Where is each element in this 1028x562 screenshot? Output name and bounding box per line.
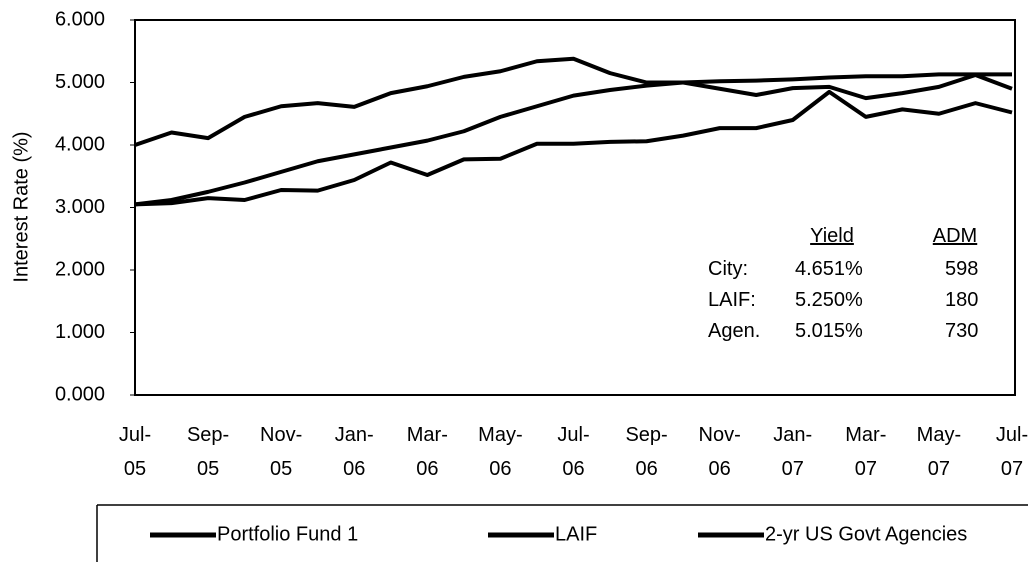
series-line	[134, 89, 1013, 207]
x-tick-label: Nov- 05	[260, 424, 303, 480]
y-tick-label: 4.000	[55, 133, 105, 155]
series-line	[134, 72, 1012, 207]
x-tick-label: Jul- 05	[118, 424, 152, 480]
table-cell: 5.250%	[795, 289, 863, 311]
table-cell: Agen.	[708, 320, 761, 342]
table-header: ADM	[932, 225, 978, 247]
table-cell: 180	[945, 289, 979, 311]
table-cell: 598	[945, 258, 979, 280]
x-tick-label: Mar- 06	[406, 424, 448, 480]
x-tick-label: Jan- 07	[773, 424, 813, 480]
x-tick-label: May- 07	[916, 424, 962, 480]
x-tick-label: Mar- 07	[845, 424, 887, 480]
y-tick-label: 1.000	[55, 321, 105, 343]
table-header: Yield	[810, 225, 854, 247]
table-cell: 730	[945, 320, 979, 342]
y-tick-label: 6.000	[55, 8, 105, 30]
x-tick-label: Jan- 06	[334, 424, 374, 480]
table-cell: 4.651%	[795, 258, 863, 280]
x-tick-label: Nov- 06	[698, 424, 741, 480]
table-cell: City:	[708, 258, 748, 280]
x-tick-label: May- 06	[478, 424, 523, 480]
legend-label: LAIF	[555, 523, 597, 545]
table-cell: LAIF:	[708, 289, 756, 311]
y-axis-label: Interest Rate (%)	[10, 131, 32, 282]
x-tick-label: Sep- 06	[625, 424, 668, 480]
x-tick-label: Jul- 07	[995, 424, 1028, 480]
table-cell: 5.015%	[795, 320, 863, 342]
x-tick-label: Sep- 05	[186, 424, 230, 480]
x-tick-label: Jul- 06	[557, 424, 590, 480]
y-tick-label: 0.000	[55, 383, 105, 405]
y-tick-label: 2.000	[55, 258, 105, 280]
legend-label: 2-yr US Govt Agencies	[765, 523, 967, 545]
y-tick-label: 5.000	[55, 71, 105, 93]
legend-label: Portfolio Fund 1	[217, 523, 358, 545]
series-line	[134, 56, 1013, 147]
y-tick-label: 3.000	[55, 196, 105, 218]
